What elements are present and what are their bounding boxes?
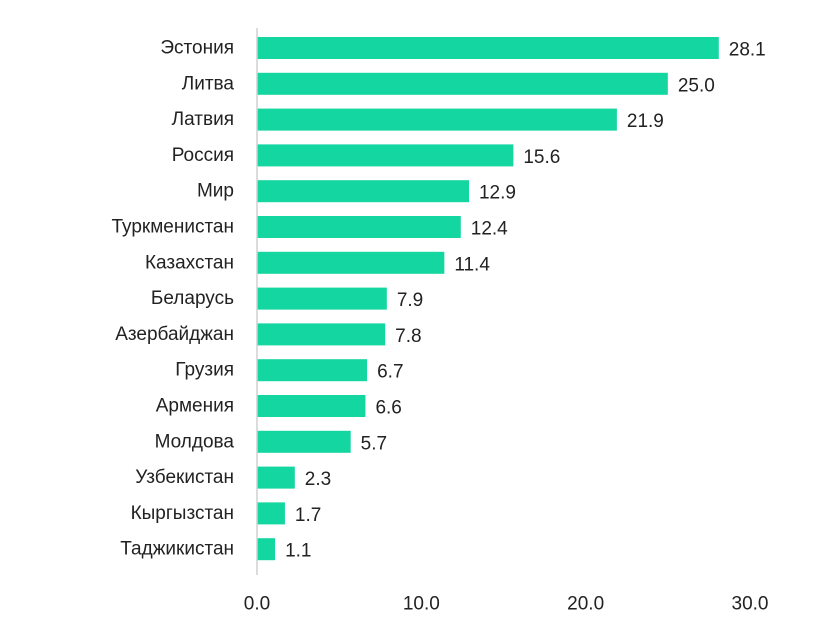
value-label: 15.6 bbox=[523, 147, 560, 168]
bar-3 bbox=[257, 144, 514, 167]
value-label: 6.6 bbox=[375, 398, 401, 419]
bar-7 bbox=[257, 287, 387, 310]
bar-8 bbox=[257, 323, 386, 346]
category-label: Литва bbox=[182, 73, 235, 94]
value-label: 7.8 bbox=[395, 326, 421, 347]
bar-2 bbox=[257, 108, 617, 131]
category-label: Латвия bbox=[172, 109, 234, 130]
bar-11 bbox=[257, 430, 351, 453]
value-label: 1.7 bbox=[295, 505, 321, 526]
value-label: 28.1 bbox=[729, 40, 766, 61]
category-label: Мир bbox=[197, 181, 234, 202]
bar-9 bbox=[257, 359, 368, 382]
category-label: Кыргызстан bbox=[131, 503, 234, 524]
value-label: 7.9 bbox=[397, 290, 423, 311]
category-label: Россия bbox=[172, 145, 234, 166]
category-label: Азербайджан bbox=[115, 324, 234, 345]
category-label: Казахстан bbox=[145, 252, 234, 273]
category-label: Эстония bbox=[160, 38, 234, 59]
category-label: Беларусь bbox=[151, 288, 234, 309]
x-tick-label: 10.0 bbox=[403, 594, 440, 615]
category-label: Грузия bbox=[175, 360, 234, 381]
x-tick-label: 30.0 bbox=[732, 594, 769, 615]
bar-6 bbox=[257, 251, 445, 274]
category-label: Узбекистан bbox=[135, 467, 234, 488]
bar-13 bbox=[257, 502, 285, 525]
category-label: Армения bbox=[156, 396, 234, 417]
category-label: Таджикистан bbox=[120, 539, 234, 560]
value-label: 12.9 bbox=[479, 183, 516, 204]
value-labels-group: 28.1 25.0 21.9 15.6 12.9 12.4 11.4 7.9 7.8 6.7 6.6… bbox=[285, 40, 766, 562]
x-tick-label: 0.0 bbox=[244, 594, 270, 615]
value-label: 2.3 bbox=[305, 469, 331, 490]
bar-10 bbox=[257, 395, 366, 417]
value-label: 21.9 bbox=[627, 111, 664, 132]
x-tick-label: 20.0 bbox=[567, 594, 604, 615]
bar-1 bbox=[257, 72, 668, 95]
value-label: 11.4 bbox=[454, 254, 490, 275]
bar-14 bbox=[257, 538, 276, 561]
category-label: Туркменистан bbox=[112, 217, 235, 238]
value-label: 5.7 bbox=[361, 433, 387, 454]
value-label: 12.4 bbox=[471, 219, 508, 240]
bar-4 bbox=[257, 180, 469, 203]
bars-group bbox=[257, 37, 719, 561]
category-label: Молдова bbox=[155, 431, 235, 452]
value-label: 25.0 bbox=[678, 75, 715, 96]
category-labels-group: Эстония Литва Латвия Россия Мир Туркменистан К… bbox=[112, 38, 235, 560]
bar-12 bbox=[257, 466, 295, 489]
value-label: 1.1 bbox=[285, 541, 311, 562]
bar-5 bbox=[257, 216, 461, 238]
bar-0 bbox=[257, 37, 719, 59]
x-tick-labels-group: 0.0 10.0 20.0 30.0 bbox=[244, 594, 769, 615]
value-label: 6.7 bbox=[377, 362, 403, 383]
